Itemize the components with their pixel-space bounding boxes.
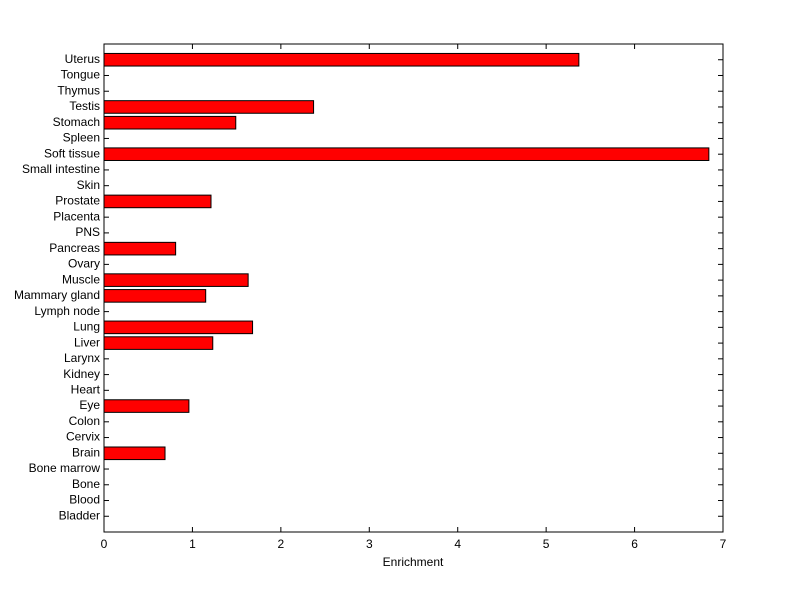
y-tick-label: Lung — [73, 320, 100, 334]
y-tick-label: Bladder — [59, 508, 100, 522]
bar — [103, 336, 214, 350]
y-tick-label: Mammary gland — [14, 288, 100, 302]
y-tick-label: Pancreas — [49, 241, 100, 255]
bar — [103, 241, 177, 256]
bar — [103, 273, 249, 287]
y-tick-label: Brain — [72, 445, 100, 459]
y-tick-label: Colon — [69, 414, 100, 428]
x-tick-label: 5 — [543, 537, 550, 551]
y-tick-label: Liver — [74, 335, 100, 349]
y-tick-label: Uterus — [65, 52, 100, 66]
y-tick-label: Testis — [69, 99, 100, 113]
y-tick-label: Soft tissue — [44, 146, 100, 160]
bar — [103, 194, 212, 209]
y-tick-label: Tongue — [61, 68, 101, 82]
bar — [103, 289, 207, 303]
y-tick-label: Heart — [71, 382, 101, 396]
x-tick-label: 2 — [278, 537, 285, 551]
bar — [103, 446, 166, 461]
x-tick-label: 3 — [366, 537, 373, 551]
y-tick-label: Skin — [77, 178, 100, 192]
y-tick-label: Lymph node — [34, 304, 100, 318]
x-tick-label: 4 — [454, 537, 461, 551]
bar — [103, 115, 237, 130]
x-axis-label: Enrichment — [383, 555, 444, 569]
y-tick-label: Blood — [69, 493, 100, 507]
x-tick-label: 1 — [189, 537, 196, 551]
y-tick-label: Ovary — [68, 257, 100, 271]
y-tick-label: Spleen — [63, 131, 100, 145]
y-tick-label: Prostate — [55, 194, 100, 208]
y-tick-label: Cervix — [66, 430, 100, 444]
bar — [103, 147, 710, 161]
y-tick-label: Small intestine — [22, 162, 100, 176]
x-tick-label: 7 — [720, 537, 727, 551]
y-tick-label: Placenta — [53, 209, 100, 223]
bar — [103, 399, 190, 413]
bar — [103, 320, 254, 335]
y-tick-label: Larynx — [64, 351, 100, 365]
y-tick-label: Eye — [79, 398, 100, 412]
y-tick-label: Bone — [72, 477, 100, 491]
y-tick-label: Thymus — [57, 83, 100, 97]
y-tick-label: Stomach — [53, 115, 100, 129]
y-tick-label: Bone marrow — [29, 461, 101, 475]
bar — [103, 52, 580, 67]
y-tick-label: Kidney — [63, 367, 100, 381]
bar — [103, 100, 315, 114]
y-tick-label: Muscle — [62, 272, 100, 286]
x-tick-label: 6 — [631, 537, 638, 551]
plot-frame — [103, 43, 724, 533]
y-tick-label: PNS — [75, 225, 100, 239]
x-tick-label: 0 — [101, 537, 108, 551]
